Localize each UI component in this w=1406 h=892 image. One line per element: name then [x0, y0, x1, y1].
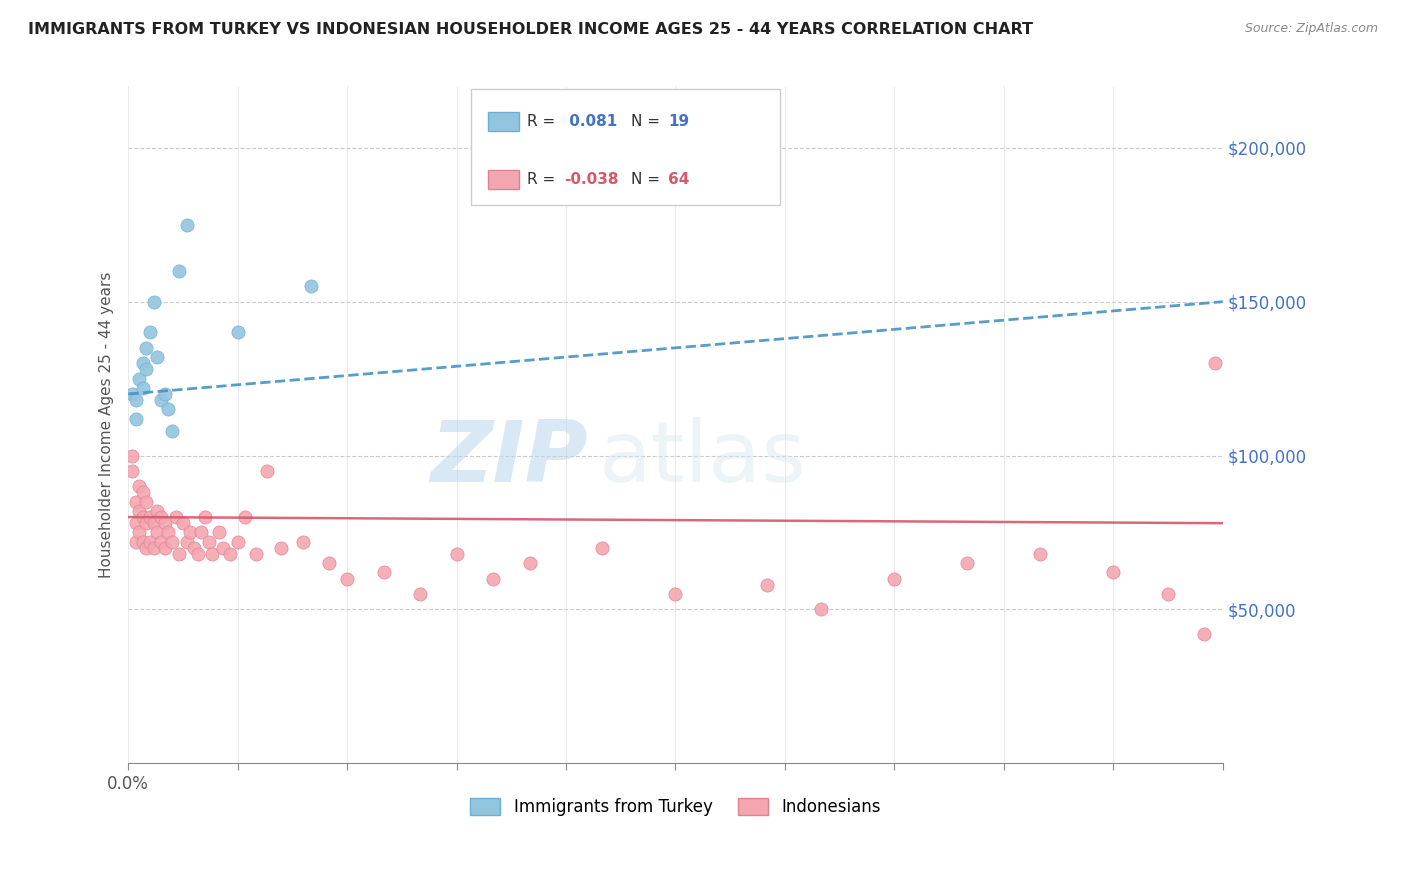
Point: [128, 479, 150, 493]
Point: [755, 578, 778, 592]
Point: [201, 547, 224, 561]
Point: [219, 547, 242, 561]
Point: [150, 510, 173, 524]
Point: [169, 547, 191, 561]
Text: IMMIGRANTS FROM TURKEY VS INDONESIAN HOUSEHOLDER INCOME AGES 25 - 44 YEARS CORRE: IMMIGRANTS FROM TURKEY VS INDONESIAN HOU…: [28, 22, 1033, 37]
Point: [124, 494, 146, 508]
Point: [1029, 547, 1052, 561]
Point: [233, 510, 256, 524]
Point: [592, 541, 614, 555]
Point: [153, 387, 176, 401]
Point: [176, 218, 198, 232]
Point: [142, 516, 165, 531]
Point: [1157, 587, 1180, 601]
Point: [121, 387, 143, 401]
Point: [132, 510, 155, 524]
Point: [124, 393, 146, 408]
Point: [128, 504, 150, 518]
Text: atlas: atlas: [599, 417, 807, 500]
Point: [194, 510, 217, 524]
Point: [160, 534, 183, 549]
Point: [292, 534, 315, 549]
Point: [153, 541, 176, 555]
Point: [150, 393, 173, 408]
Text: -0.038: -0.038: [564, 172, 619, 187]
Point: [1204, 356, 1226, 370]
Point: [176, 534, 198, 549]
Text: R =: R =: [527, 172, 561, 187]
Point: [172, 516, 194, 531]
Point: [142, 541, 165, 555]
Point: [165, 510, 187, 524]
Point: [208, 525, 231, 540]
Point: [318, 556, 340, 570]
Text: 64: 64: [668, 172, 689, 187]
Point: [956, 556, 979, 570]
Point: [128, 525, 150, 540]
Text: 0.081: 0.081: [564, 114, 617, 129]
Point: [160, 424, 183, 438]
Text: 19: 19: [668, 114, 689, 129]
Point: [270, 541, 292, 555]
Point: [482, 572, 505, 586]
Point: [519, 556, 541, 570]
Point: [135, 341, 157, 355]
Point: [1194, 627, 1216, 641]
Point: [810, 602, 832, 616]
Point: [190, 525, 212, 540]
Point: [157, 402, 180, 417]
Point: [169, 264, 191, 278]
Point: [139, 534, 162, 549]
Text: N =: N =: [631, 172, 665, 187]
Point: [336, 572, 359, 586]
Point: [142, 294, 165, 309]
Point: [135, 362, 157, 376]
Point: [197, 534, 219, 549]
Point: [883, 572, 905, 586]
Point: [226, 534, 249, 549]
Text: N =: N =: [631, 114, 665, 129]
Point: [139, 510, 162, 524]
Point: [187, 547, 209, 561]
Point: [1102, 566, 1125, 580]
Point: [157, 525, 180, 540]
Point: [146, 350, 169, 364]
Point: [179, 525, 201, 540]
Point: [664, 587, 686, 601]
Point: [121, 464, 143, 478]
Point: [135, 516, 157, 531]
Point: [409, 587, 432, 601]
Text: Source: ZipAtlas.com: Source: ZipAtlas.com: [1244, 22, 1378, 36]
Point: [150, 534, 173, 549]
Point: [132, 485, 155, 500]
Point: [256, 464, 278, 478]
Point: [128, 371, 150, 385]
Point: [299, 279, 322, 293]
Point: [132, 356, 155, 370]
Text: R =: R =: [527, 114, 561, 129]
Point: [183, 541, 205, 555]
Point: [146, 504, 169, 518]
Point: [124, 534, 146, 549]
Point: [153, 516, 176, 531]
Point: [146, 525, 169, 540]
Point: [373, 566, 395, 580]
Point: [446, 547, 468, 561]
Point: [121, 449, 143, 463]
Point: [124, 411, 146, 425]
Point: [135, 494, 157, 508]
Point: [212, 541, 235, 555]
Point: [124, 516, 146, 531]
Point: [135, 541, 157, 555]
Point: [139, 326, 162, 340]
Point: [245, 547, 267, 561]
Legend: Immigrants from Turkey, Indonesians: Immigrants from Turkey, Indonesians: [464, 791, 887, 822]
Point: [132, 534, 155, 549]
Y-axis label: Householder Income Ages 25 - 44 years: Householder Income Ages 25 - 44 years: [100, 271, 114, 578]
Point: [226, 326, 249, 340]
Text: ZIP: ZIP: [430, 417, 588, 500]
Point: [132, 381, 155, 395]
